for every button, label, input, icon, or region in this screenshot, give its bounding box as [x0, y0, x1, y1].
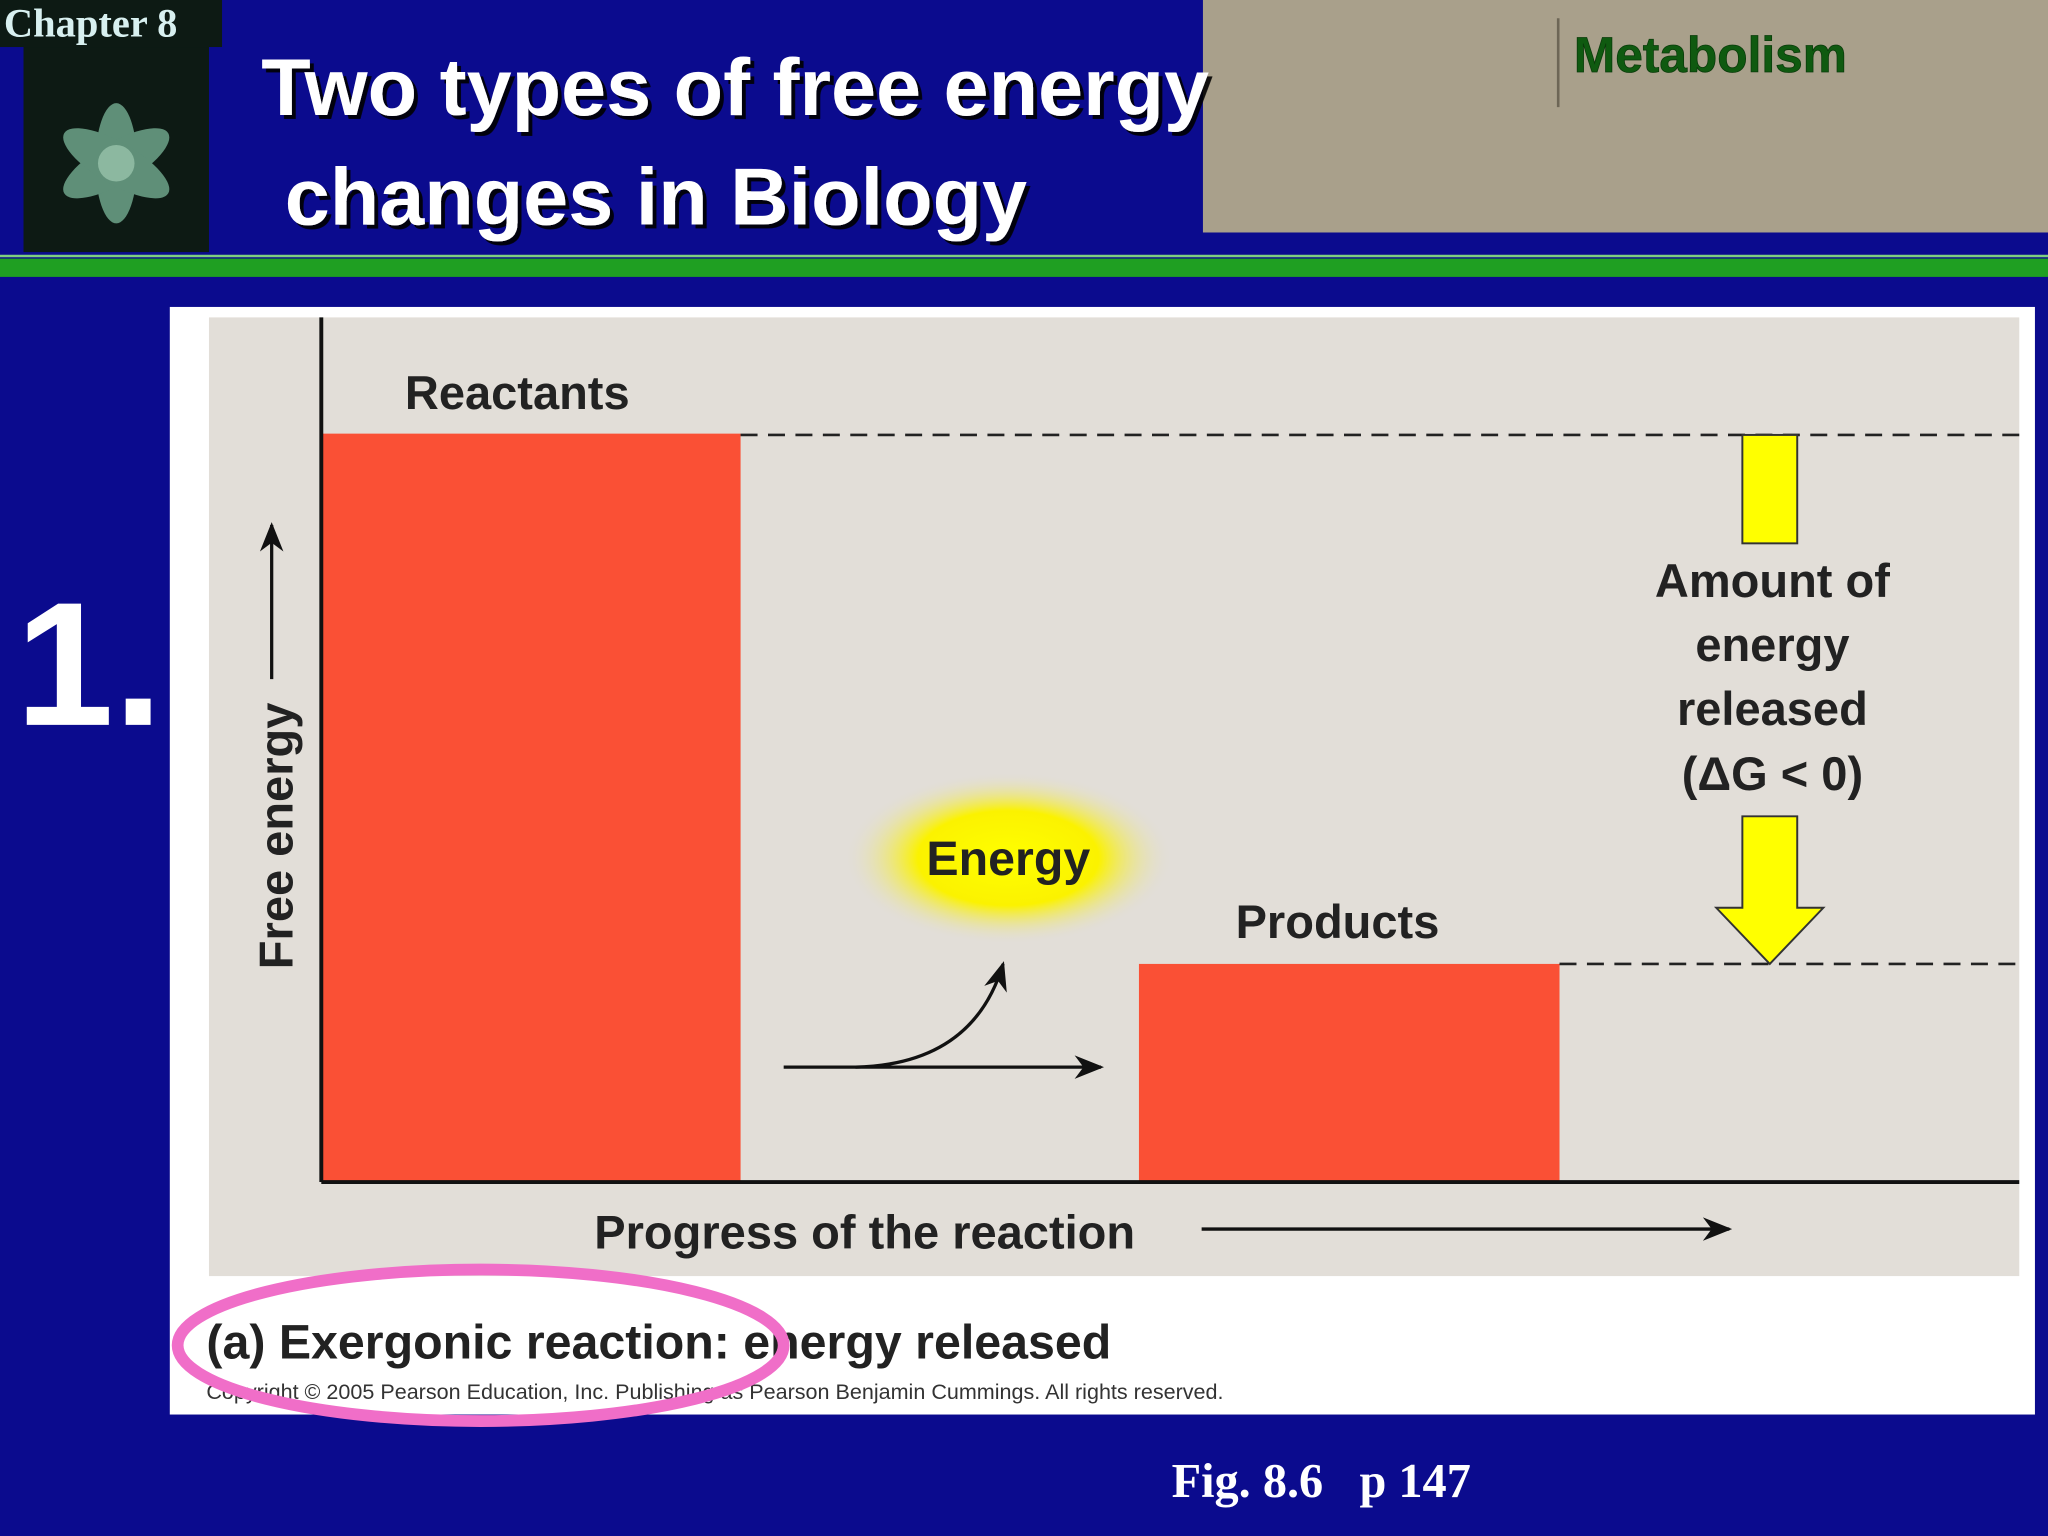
- highlight-oval: [171, 1263, 790, 1427]
- delta-arrow: [1713, 433, 1826, 966]
- figure-reference: Fig. 8.6 p 147: [1172, 1455, 1471, 1508]
- figure-caption: (a) Exergonic reaction: energy released: [206, 1315, 1111, 1369]
- slide-number: 1.: [16, 566, 163, 763]
- energy-glow: [843, 771, 1173, 945]
- energy-arrow: [855, 961, 1007, 1069]
- released-label: energy: [1695, 618, 1849, 671]
- released-label: Amount of: [1655, 554, 1890, 607]
- released-label: (ΔG < 0): [1682, 747, 1863, 800]
- products-bar: [1138, 963, 1560, 1183]
- products-label: Products: [1236, 895, 1440, 948]
- chapter-badge: [0, 0, 223, 48]
- title-line: Two types of free energy: [261, 43, 1209, 133]
- title-line: changes in Biology: [285, 153, 1027, 243]
- reactants-bar: [321, 433, 741, 1183]
- x-axis-label: Progress of the reaction: [594, 1206, 1135, 1259]
- released-label: released: [1677, 682, 1868, 735]
- succulent-icon: [63, 103, 170, 224]
- green-band: [0, 258, 2048, 277]
- texture-panel: [1202, 0, 2048, 233]
- chapter-label: Chapter 8: [4, 1, 178, 46]
- y-axis-label: Free energy: [250, 703, 303, 970]
- section-label: Metabolism: [1574, 27, 1847, 83]
- reactants-label: Reactants: [405, 366, 630, 419]
- energy-label: Energy: [926, 832, 1090, 886]
